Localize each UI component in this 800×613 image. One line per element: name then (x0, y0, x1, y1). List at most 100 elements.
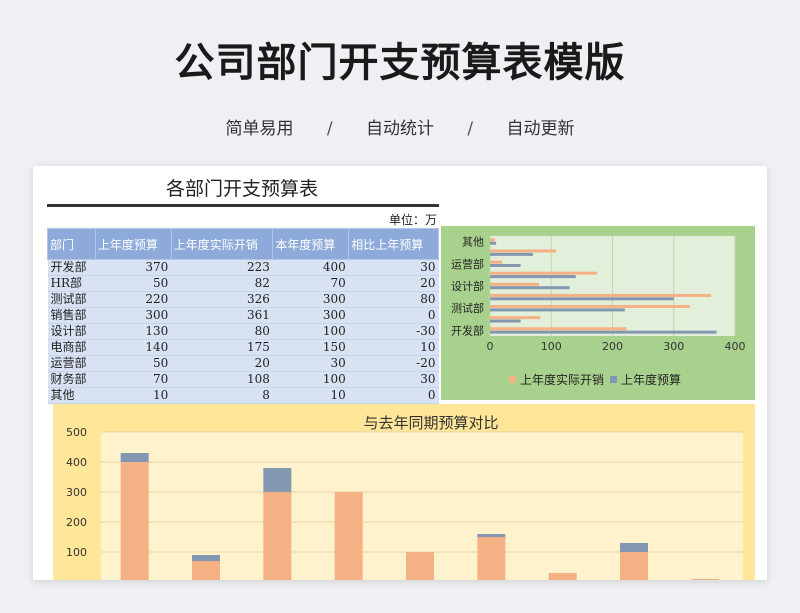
value-cell[interactable]: 100 (272, 371, 349, 388)
feature-list: 简单易用 / 自动统计 / 自动更新 (0, 114, 800, 139)
separator: / (326, 119, 333, 139)
department-cell[interactable]: 财务部 (47, 371, 96, 388)
value-cell[interactable]: 50 (95, 275, 172, 292)
value-cell[interactable]: 70 (272, 275, 349, 292)
department-cell[interactable]: 运营部 (47, 355, 96, 372)
bar (620, 543, 648, 552)
sheet-title: 各部门开支预算表 (165, 178, 318, 200)
table-row: 其他 10 8 10 0 (47, 387, 439, 404)
value-cell[interactable]: 150 (272, 339, 349, 356)
table-row: 销售部 300 361 300 0 (47, 307, 439, 324)
bar (192, 555, 220, 561)
department-cell[interactable]: 测试部 (47, 291, 96, 308)
column-header: 上年度实际开销 (170, 228, 274, 260)
value-cell[interactable]: 0 (348, 387, 439, 404)
value-cell[interactable]: 50 (95, 355, 172, 372)
value-cell[interactable]: 82 (171, 275, 273, 292)
value-cell[interactable]: 130 (95, 323, 172, 340)
bar (490, 327, 627, 331)
bar (490, 293, 712, 297)
separator: / (467, 119, 474, 139)
value-cell[interactable]: 8 (171, 387, 273, 404)
bar (192, 561, 220, 580)
value-cell[interactable]: 300 (272, 307, 349, 324)
bar (490, 316, 541, 320)
value-cell[interactable]: 361 (171, 307, 273, 324)
bar (120, 453, 149, 462)
y-tick-label: 其他 (462, 236, 484, 249)
department-cell[interactable]: 开发部 (47, 259, 96, 276)
feature-item: 自动更新 (506, 119, 575, 139)
value-cell[interactable]: 30 (348, 259, 439, 276)
department-cell[interactable]: 电商部 (47, 339, 96, 356)
bar (490, 305, 690, 309)
yoy-comparison-chart: 与去年同期预算对比 100 200 300 400 500 (53, 404, 755, 580)
value-cell[interactable]: -20 (348, 355, 439, 372)
bar (691, 579, 720, 580)
table-row: 运营部 50 20 30 -20 (47, 355, 439, 372)
spreadsheet-preview: 各部门开支预算表 单位：万 部门 上年度预算 上年度实际开销 本年度预算 相比上… (33, 166, 767, 580)
department-cell[interactable]: 设计部 (47, 323, 96, 340)
column-header: 上年度预算 (94, 228, 172, 260)
value-cell[interactable]: 300 (95, 307, 172, 324)
column-header: 相比上年预算 (348, 228, 439, 260)
value-cell[interactable]: 30 (272, 355, 349, 372)
title-underline (47, 204, 439, 207)
bar (477, 537, 506, 580)
feature-item: 简单易用 (225, 119, 294, 139)
legend-swatch (610, 376, 617, 383)
table-row: 测试部 220 326 300 80 (47, 291, 439, 308)
department-cell[interactable]: 其他 (47, 387, 96, 404)
bar (406, 552, 434, 580)
x-tick-label: 300 (663, 340, 684, 353)
value-cell[interactable]: 10 (272, 387, 349, 404)
unit-label: 单位：万 (388, 213, 437, 227)
bar (120, 462, 149, 580)
bar (490, 275, 576, 279)
chart-title: 与去年同期预算对比 (363, 414, 498, 432)
table-row: 设计部 130 80 100 -30 (47, 323, 439, 340)
x-tick-label: 400 (725, 340, 746, 353)
bar (490, 238, 495, 242)
value-cell[interactable]: 175 (171, 339, 273, 356)
y-tick-label: 开发部 (451, 323, 484, 337)
value-cell[interactable]: 108 (171, 371, 273, 388)
value-cell[interactable]: 370 (95, 259, 172, 276)
value-cell[interactable]: 326 (171, 291, 273, 308)
value-cell[interactable]: 100 (272, 323, 349, 340)
y-tick-label: 200 (66, 516, 87, 529)
stacked-bar-chart: 与去年同期预算对比 100 200 300 400 500 (66, 414, 743, 580)
value-cell[interactable]: 80 (171, 323, 273, 340)
value-cell[interactable]: 20 (348, 275, 439, 292)
table-row: 财务部 70 108 100 30 (47, 371, 439, 388)
value-cell[interactable]: 400 (272, 259, 349, 276)
bar (490, 330, 717, 334)
value-cell[interactable]: 80 (348, 291, 439, 308)
y-tick-label: 500 (66, 426, 87, 439)
value-cell[interactable]: 10 (95, 387, 172, 404)
value-cell[interactable]: 20 (171, 355, 273, 372)
column-header: 本年度预算 (272, 228, 350, 260)
table-row: 开发部 370 223 400 30 (47, 259, 439, 276)
value-cell[interactable]: 300 (272, 291, 349, 308)
bar (490, 297, 674, 301)
bar (490, 252, 533, 256)
bar (490, 308, 625, 312)
budget-vs-spend-chart: 0 100 200 300 400 开发部 测试部 设计部 运营部 其他 上年度实际开销 上年度预算 (441, 226, 755, 400)
value-cell[interactable]: 70 (95, 371, 172, 388)
value-cell[interactable]: 140 (95, 339, 172, 356)
value-cell[interactable]: 223 (171, 259, 273, 276)
bar (490, 260, 503, 264)
value-cell[interactable]: -30 (348, 323, 439, 340)
value-cell[interactable]: 220 (95, 291, 172, 308)
value-cell[interactable]: 30 (348, 371, 439, 388)
department-cell[interactable]: HR部 (47, 275, 96, 292)
value-cell[interactable]: 10 (348, 339, 439, 356)
bar (490, 271, 598, 275)
value-cell[interactable]: 0 (348, 307, 439, 324)
table-row: 电商部 140 175 150 10 (47, 339, 439, 356)
y-tick-label: 运营部 (451, 257, 484, 271)
feature-item: 自动统计 (366, 119, 434, 139)
department-cell[interactable]: 销售部 (47, 307, 96, 324)
budget-table: 部门 上年度预算 上年度实际开销 本年度预算 相比上年预算 开发部 370 223 4… (47, 228, 439, 404)
